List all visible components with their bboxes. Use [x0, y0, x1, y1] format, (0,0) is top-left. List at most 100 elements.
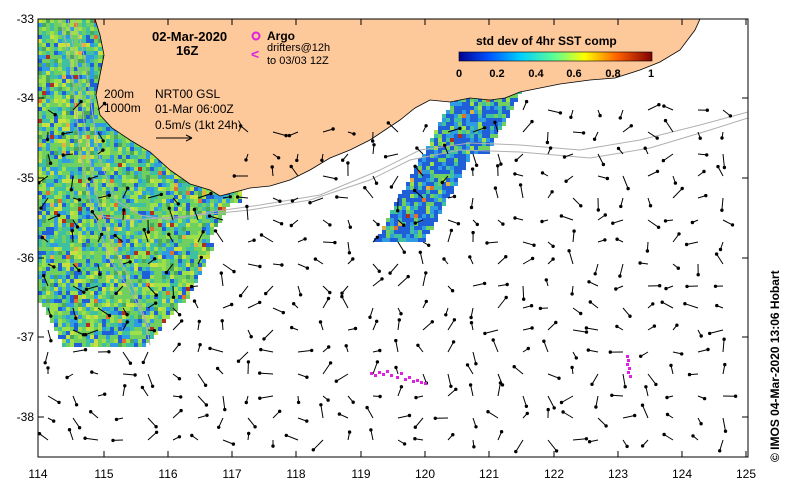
sst-pixel — [142, 171, 146, 175]
sst-pixel — [426, 214, 430, 218]
current-vector-head — [450, 289, 455, 293]
sst-pixel — [78, 299, 82, 303]
sst-pixel — [162, 211, 166, 215]
sst-pixel — [70, 131, 74, 135]
sst-pixel — [426, 186, 430, 190]
sst-pixel — [398, 210, 402, 214]
sst-pixel — [138, 255, 142, 259]
sst-pixel — [134, 171, 138, 175]
sst-pixel — [46, 27, 50, 31]
sst-pixel — [466, 98, 470, 102]
sst-pixel — [46, 291, 50, 295]
sst-pixel — [70, 167, 74, 171]
sst-pixel — [178, 299, 182, 303]
sst-pixel — [46, 295, 50, 299]
sst-pixel — [42, 159, 46, 163]
current-vector — [716, 253, 724, 265]
sst-pixel — [62, 143, 66, 147]
sst-pixel — [122, 275, 126, 279]
sst-pixel — [58, 271, 62, 275]
sst-pixel — [54, 279, 58, 283]
sst-pixel — [78, 51, 82, 55]
current-vector-head — [61, 153, 65, 157]
sst-pixel — [38, 243, 42, 247]
sst-pixel — [106, 227, 110, 231]
sst-pixel — [410, 198, 414, 202]
sst-pixel — [422, 174, 426, 178]
sst-pixel — [166, 247, 170, 251]
sst-pixel — [458, 118, 462, 122]
sst-pixel — [62, 343, 66, 347]
current-vector-head — [413, 164, 417, 169]
sst-pixel — [86, 339, 90, 343]
sst-pixel — [54, 271, 58, 275]
sst-pixel — [470, 134, 474, 138]
sst-pixel — [78, 323, 82, 327]
sst-pixel — [186, 267, 190, 271]
sst-pixel — [98, 39, 102, 43]
sst-pixel — [422, 238, 426, 242]
sst-pixel — [154, 231, 158, 235]
sst-pixel — [62, 139, 66, 143]
sst-pixel — [106, 307, 110, 311]
sst-pixel — [190, 207, 194, 211]
sst-pixel — [106, 319, 110, 323]
sst-pixel — [74, 247, 78, 251]
sst-pixel — [130, 195, 134, 199]
sst-pixel — [234, 199, 238, 203]
sst-pixel — [462, 166, 466, 170]
sst-pixel — [470, 122, 474, 126]
sst-pixel — [82, 331, 86, 335]
sst-pixel — [454, 138, 458, 142]
sst-pixel — [494, 130, 498, 134]
current-vector-head — [394, 365, 398, 370]
sst-pixel — [54, 231, 58, 235]
sst-pixel — [130, 315, 134, 319]
sst-pixel — [46, 207, 50, 211]
sst-pixel — [70, 247, 74, 251]
sst-pixel — [70, 19, 74, 23]
sst-pixel — [122, 247, 126, 251]
sst-pixel — [102, 155, 106, 159]
current-vector-head — [524, 404, 529, 408]
sst-pixel — [174, 219, 178, 223]
sst-pixel — [102, 187, 106, 191]
sst-pixel — [438, 154, 442, 158]
sst-pixel — [94, 331, 98, 335]
sst-pixel — [82, 115, 86, 119]
sst-pixel — [94, 291, 98, 295]
current-vector — [238, 351, 249, 362]
sst-pixel — [150, 267, 154, 271]
sst-pixel — [46, 115, 50, 119]
sst-pixel — [138, 159, 142, 163]
current-vector-head — [482, 126, 487, 130]
sst-pixel — [138, 179, 142, 183]
sst-pixel — [110, 199, 114, 203]
sst-pixel — [462, 150, 466, 154]
sst-pixel — [130, 335, 134, 339]
sst-pixel — [202, 223, 206, 227]
sst-pixel — [90, 195, 94, 199]
sst-pixel — [178, 199, 182, 203]
current-vector-head — [133, 373, 137, 377]
sst-pixel — [70, 259, 74, 263]
sst-pixel — [478, 102, 482, 106]
sst-pixel — [170, 275, 174, 279]
current-vector — [44, 351, 49, 363]
current-vector-head — [584, 326, 589, 330]
sst-pixel — [90, 323, 94, 327]
sst-pixel — [58, 179, 62, 183]
sst-pixel — [166, 283, 170, 287]
sst-pixel — [90, 327, 94, 331]
current-vector-head — [698, 136, 702, 140]
sst-pixel — [42, 239, 46, 243]
sst-pixel — [102, 159, 106, 163]
sst-pixel — [50, 67, 54, 71]
sst-pixel — [130, 287, 134, 291]
sst-pixel — [134, 239, 138, 243]
sst-pixel — [118, 291, 122, 295]
sst-pixel — [126, 147, 130, 151]
sst-pixel — [98, 59, 102, 63]
current-vector-head — [74, 316, 78, 320]
sst-pixel — [394, 214, 398, 218]
